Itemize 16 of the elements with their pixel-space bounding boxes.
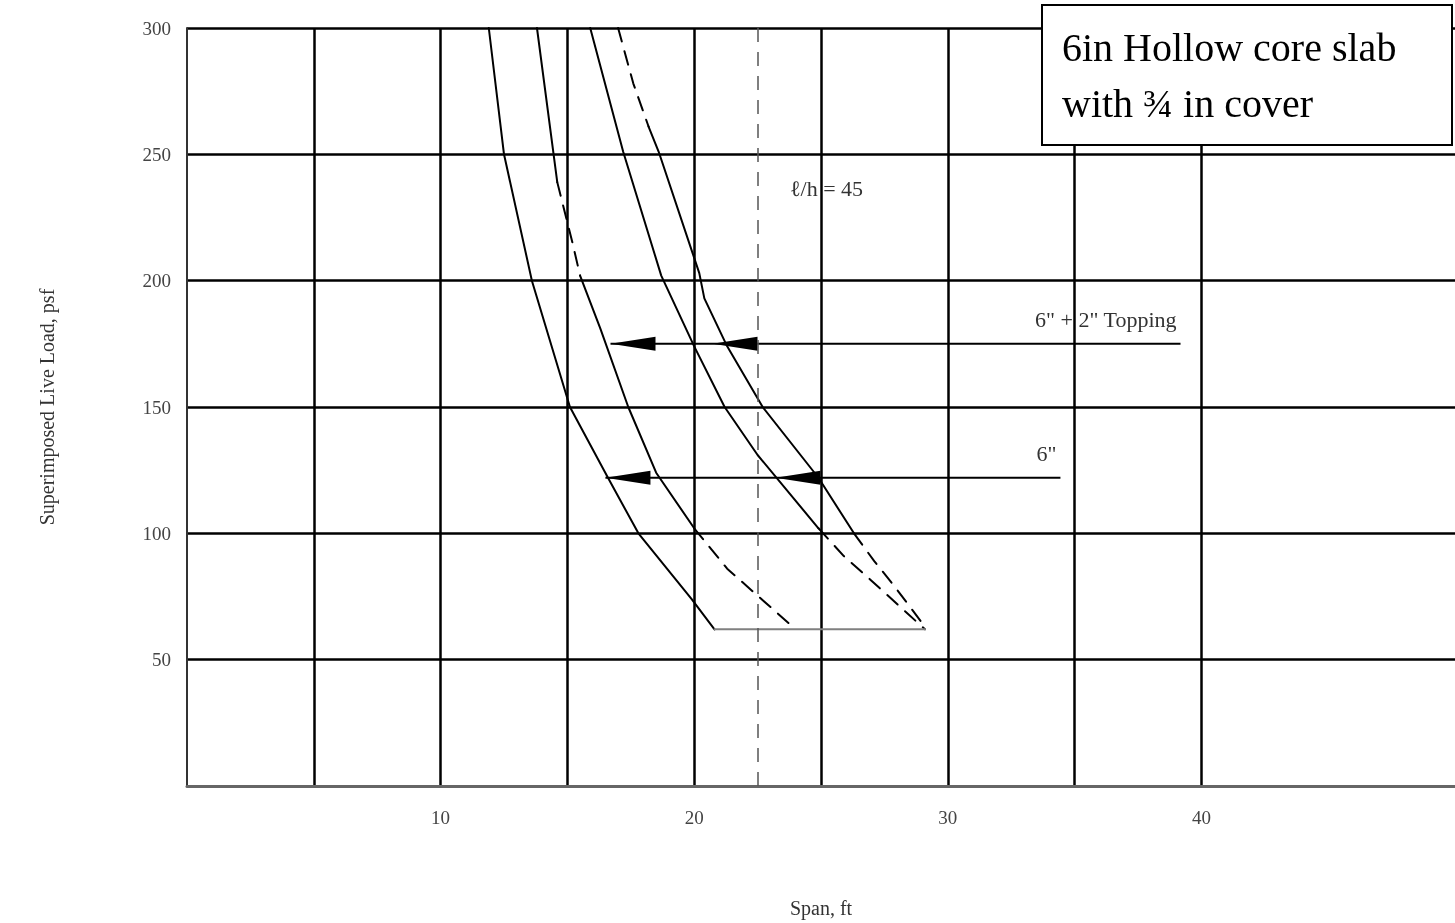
y-tick-label: 300 (142, 17, 171, 39)
y-tick-label: 150 (142, 396, 171, 418)
text: 6in Hollow core slab with ¾ in cover (1062, 24, 1407, 126)
annotation: ℓ/h = 45 (790, 176, 864, 202)
y-tick-label: 100 (142, 522, 171, 544)
annotation: 6" + 2" Topping (1035, 306, 1177, 333)
x-tick-label: 40 (1191, 807, 1211, 828)
y-tick-label: 50 (152, 649, 171, 671)
annotation: 6" (1036, 440, 1057, 467)
y-tick-label: 250 (142, 143, 171, 165)
x-tick-label: 10 (431, 807, 451, 828)
x-axis-title: Span, ft (789, 897, 853, 920)
y-axis-title: Superimposed Live Load, psf (36, 288, 59, 526)
x-tick-label: 30 (938, 807, 958, 828)
x-tick-label: 20 (684, 807, 704, 828)
y-tick-label: 200 (142, 270, 171, 292)
